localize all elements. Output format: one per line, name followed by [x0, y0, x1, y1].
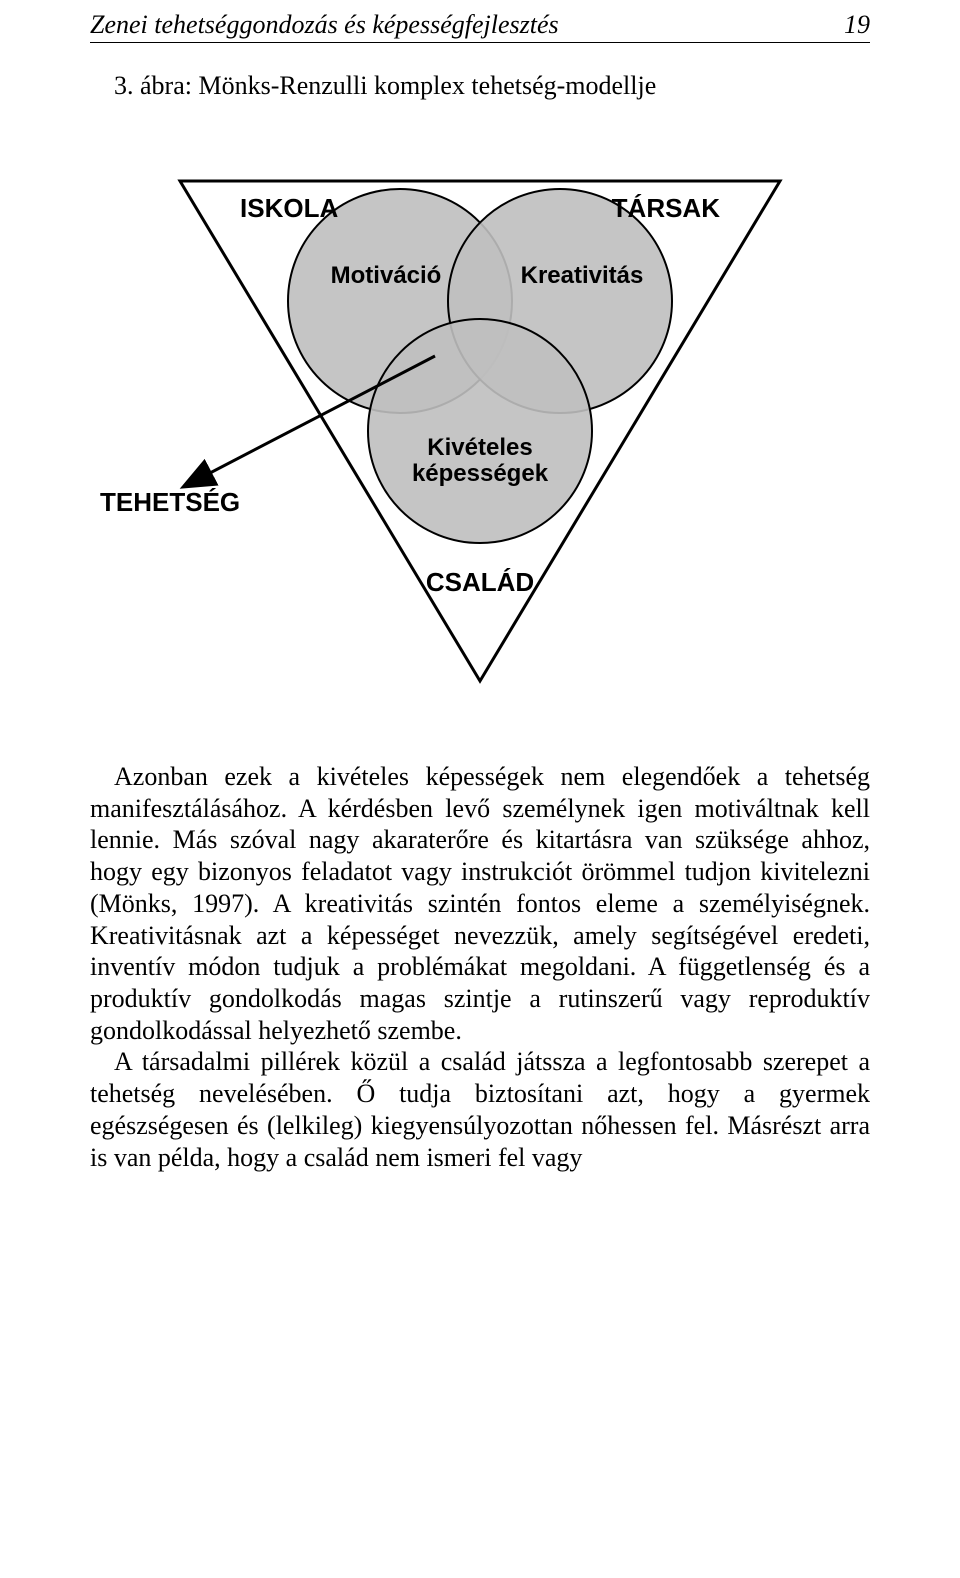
figure-caption: 3. ábra: Mönks-Renzulli komplex tehetség…	[90, 71, 870, 101]
body-text: Azonban ezek a kivételes képességek nem …	[90, 761, 870, 1173]
label-iskola: ISKOLA	[240, 193, 338, 223]
running-title: Zenei tehetséggondozás és képességfejles…	[90, 10, 559, 40]
label-tehetseg: TEHETSÉG	[100, 487, 240, 517]
paragraph-2: A társadalmi pillérek közül a család ját…	[90, 1046, 870, 1173]
circle-abilities	[368, 319, 592, 543]
page-number: 19	[844, 10, 870, 40]
label-motivation: Motiváció	[331, 262, 442, 289]
monks-renzulli-diagram: Motiváció Kreativitás Kivételesképességek I…	[90, 121, 870, 721]
label-creativity: Kreativitás	[521, 262, 644, 289]
label-abilities-2: képességek	[412, 460, 549, 487]
label-abilities-1: Kivételes	[427, 434, 532, 461]
paragraph-1: Azonban ezek a kivételes képességek nem …	[90, 761, 870, 1046]
label-tarsak: TÁRSAK	[612, 193, 721, 223]
label-csalad: CSALÁD	[426, 567, 534, 597]
running-header: Zenei tehetséggondozás és képességfejles…	[90, 10, 870, 43]
diagram-svg: Motiváció Kreativitás Kivételesképességek I…	[90, 121, 870, 721]
